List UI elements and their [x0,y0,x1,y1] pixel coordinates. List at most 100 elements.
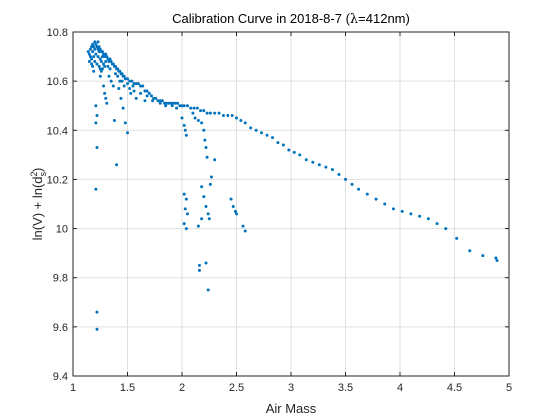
data-point [199,109,203,113]
data-point [126,82,129,86]
data-point [109,59,113,63]
y-axis-ticks: 9.4 9.6 9.8 10 10.2 10.4 10.6 10.8 [47,27,509,383]
data-point [98,67,102,71]
y-tick-label: 10.8 [47,27,68,39]
data-point [182,104,186,108]
data-point [100,67,104,71]
data-point [154,96,158,100]
data-point [126,131,129,135]
data-point [191,111,195,115]
data-point [158,101,162,105]
data-point [391,207,395,211]
data-point [281,143,285,147]
data-point [111,84,115,88]
data-point [91,64,95,68]
data-point [90,62,94,66]
data-point [233,209,237,213]
y-tick-label: 9.4 [53,371,68,383]
data-point [189,106,193,110]
data-point [88,47,92,51]
data-point [106,64,110,68]
data-point [270,136,274,140]
data-point [175,106,179,110]
data-point [202,195,206,199]
data-point [97,64,101,68]
data-point [196,118,200,122]
data-point [98,74,102,78]
data-point [204,204,208,208]
data-point [208,182,212,186]
data-point [205,155,209,159]
data-point [208,111,212,115]
x-tick-label: 1.5 [120,382,135,394]
data-point [90,57,94,61]
data-point [117,87,121,91]
data-point [97,50,101,54]
data-point [192,106,196,110]
data-point [104,52,108,56]
data-point [418,214,422,218]
title-lambda: λ [350,12,358,27]
data-point [171,101,175,105]
data-point [98,47,102,51]
data-point [180,104,184,108]
data-point [311,160,315,164]
x-tick-label: 4 [397,382,403,394]
data-point [400,209,404,213]
data-point [444,227,448,231]
x-tick-label: 4.5 [447,382,462,394]
data-point [92,55,96,59]
data-point [87,52,91,56]
data-point [202,109,206,113]
data-point [287,148,291,152]
data-point [105,55,109,59]
data-point [94,187,98,191]
data-point [183,128,187,132]
data-point [481,254,485,258]
data-point [99,59,103,63]
data-point [145,94,149,98]
data-point [374,197,378,201]
data-point [230,114,234,118]
data-point [96,40,100,44]
data-point [468,249,472,253]
data-point [100,50,104,54]
data-point [260,131,264,135]
y-tick-label: 10.2 [47,174,68,186]
data-point [123,121,127,125]
data-point [95,45,99,49]
data-point [164,104,168,108]
data-point [357,187,361,191]
data-point [94,121,98,125]
data-point [409,212,413,216]
ylabel-sub: s [38,171,48,176]
data-point [93,47,97,51]
data-point [167,101,171,105]
data-point [197,268,201,272]
data-point [182,222,186,226]
x-tick-label: 1 [70,382,76,394]
data-point [207,217,211,221]
data-point [136,82,140,86]
data-point [119,96,123,100]
data-point [129,91,133,95]
data-point [158,99,162,103]
data-point [178,104,182,108]
x-tick-label: 2 [179,382,185,394]
data-point [115,163,119,167]
data-point [107,59,111,63]
data-point [122,74,126,78]
data-point [193,116,197,120]
data-point [204,261,208,265]
data-point [107,74,111,78]
data-point [149,94,153,98]
y-axis-label: ln(V) + ln(d2s) [29,168,48,241]
data-point [235,116,238,120]
data-point [226,114,230,118]
data-point [243,229,247,233]
data-point [130,79,134,83]
data-point [147,91,151,95]
data-point [88,55,92,59]
data-point [111,62,115,66]
